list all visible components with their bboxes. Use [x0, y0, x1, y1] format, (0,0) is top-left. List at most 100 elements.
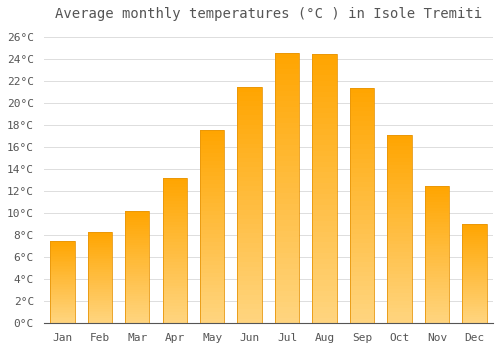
Bar: [462, 270, 486, 272]
Bar: [275, 291, 299, 296]
Bar: [275, 63, 299, 69]
Bar: [238, 87, 262, 91]
Bar: [50, 315, 74, 317]
Bar: [88, 265, 112, 267]
Bar: [388, 293, 411, 297]
Bar: [50, 249, 74, 251]
Bar: [50, 292, 74, 294]
Bar: [462, 272, 486, 274]
Bar: [424, 301, 449, 304]
Bar: [238, 167, 262, 172]
Bar: [312, 216, 336, 221]
Bar: [125, 321, 150, 323]
Bar: [350, 130, 374, 135]
Bar: [162, 225, 187, 228]
Bar: [275, 307, 299, 313]
Bar: [88, 307, 112, 309]
Bar: [162, 201, 187, 204]
Bar: [388, 229, 411, 233]
Bar: [238, 87, 262, 323]
Bar: [424, 246, 449, 249]
Bar: [462, 266, 486, 268]
Bar: [462, 228, 486, 230]
Bar: [238, 233, 262, 238]
Bar: [162, 198, 187, 201]
Bar: [200, 312, 224, 316]
Bar: [462, 300, 486, 302]
Bar: [462, 306, 486, 308]
Bar: [275, 275, 299, 280]
Bar: [125, 319, 150, 321]
Bar: [50, 274, 74, 275]
Bar: [88, 298, 112, 300]
Bar: [88, 305, 112, 307]
Bar: [88, 258, 112, 259]
Bar: [88, 248, 112, 250]
Bar: [275, 318, 299, 323]
Bar: [88, 314, 112, 316]
Bar: [275, 220, 299, 226]
Bar: [238, 158, 262, 162]
Bar: [50, 284, 74, 285]
Bar: [162, 210, 187, 213]
Bar: [275, 139, 299, 145]
Bar: [424, 279, 449, 282]
Bar: [238, 91, 262, 96]
Bar: [424, 244, 449, 246]
Bar: [312, 113, 336, 119]
Bar: [88, 276, 112, 278]
Bar: [200, 164, 224, 168]
Bar: [388, 259, 411, 263]
Bar: [462, 248, 486, 250]
Bar: [424, 213, 449, 216]
Bar: [424, 257, 449, 260]
Bar: [238, 144, 262, 148]
Bar: [424, 230, 449, 232]
Bar: [50, 295, 74, 297]
Bar: [462, 303, 486, 306]
Bar: [424, 208, 449, 211]
Bar: [50, 275, 74, 277]
Bar: [424, 186, 449, 323]
Bar: [424, 194, 449, 197]
Bar: [388, 308, 411, 312]
Bar: [125, 227, 150, 229]
Bar: [50, 272, 74, 274]
Bar: [50, 312, 74, 314]
Bar: [275, 264, 299, 269]
Bar: [200, 157, 224, 161]
Bar: [200, 192, 224, 196]
Bar: [462, 294, 486, 296]
Bar: [350, 135, 374, 140]
Title: Average monthly temperatures (°C ) in Isole Tremiti: Average monthly temperatures (°C ) in Is…: [55, 7, 482, 21]
Bar: [312, 97, 336, 102]
Bar: [462, 276, 486, 278]
Bar: [350, 116, 374, 121]
Bar: [88, 301, 112, 303]
Bar: [162, 190, 187, 193]
Bar: [50, 302, 74, 303]
Bar: [350, 276, 374, 281]
Bar: [50, 267, 74, 269]
Bar: [125, 303, 150, 306]
Bar: [50, 285, 74, 287]
Bar: [162, 280, 187, 283]
Bar: [462, 254, 486, 256]
Bar: [238, 295, 262, 300]
Bar: [350, 300, 374, 304]
Bar: [424, 211, 449, 213]
Bar: [238, 115, 262, 120]
Bar: [275, 226, 299, 231]
Bar: [462, 224, 486, 226]
Bar: [162, 306, 187, 309]
Bar: [88, 245, 112, 247]
Bar: [125, 279, 150, 281]
Bar: [50, 257, 74, 259]
Bar: [125, 263, 150, 265]
Bar: [388, 199, 411, 203]
Bar: [125, 249, 150, 252]
Bar: [200, 258, 224, 261]
Bar: [424, 315, 449, 318]
Bar: [388, 210, 411, 214]
Bar: [312, 183, 336, 189]
